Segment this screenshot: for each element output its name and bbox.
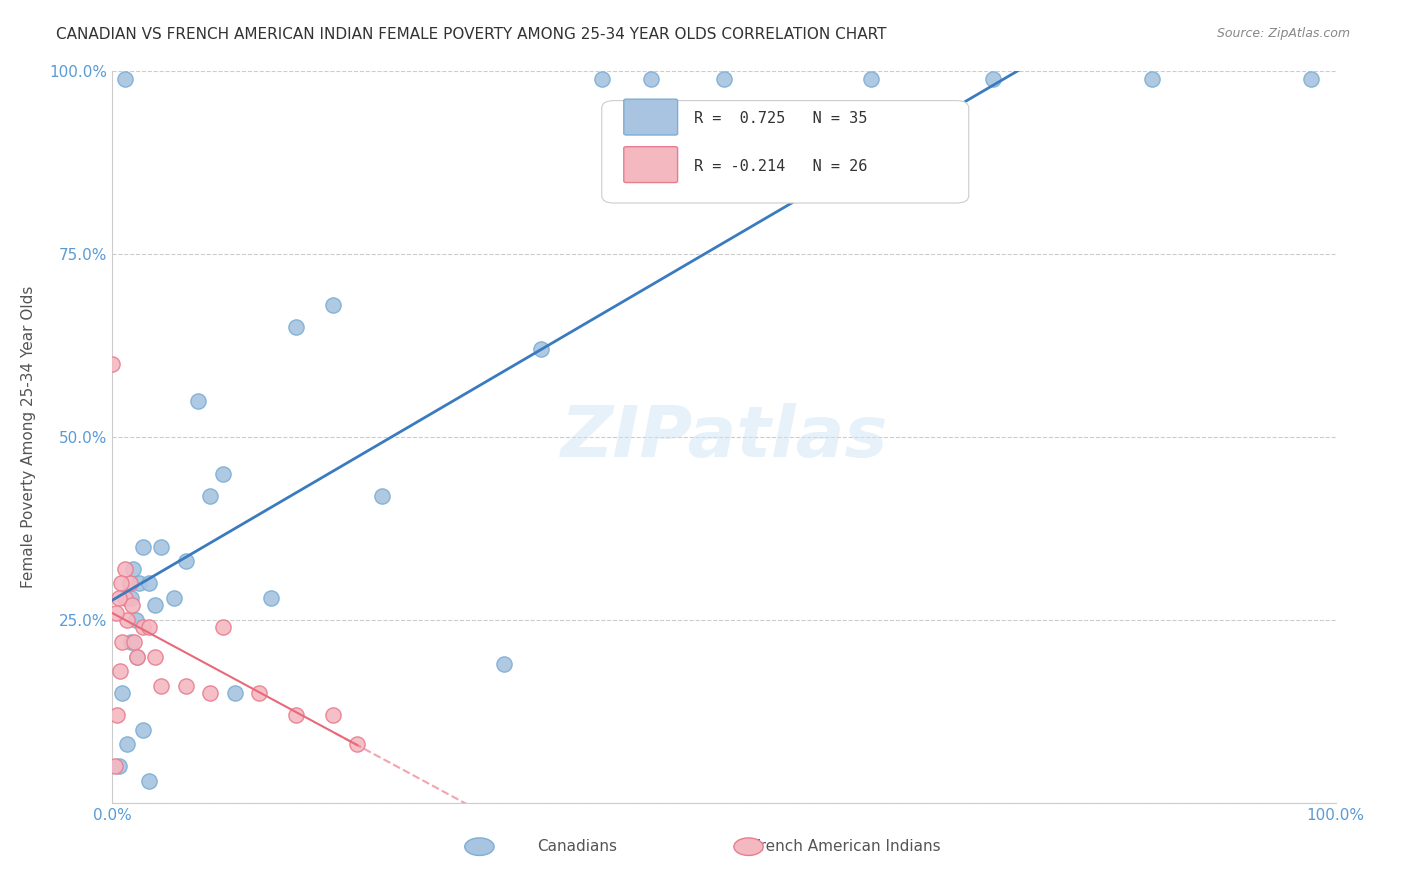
Point [150, 540, 173, 554]
Point [114, 71, 136, 86]
Circle shape [465, 838, 494, 855]
Text: Canadians: Canadians [537, 839, 617, 855]
Text: French American Indians: French American Indians [752, 839, 941, 855]
Point [107, 759, 129, 773]
Point [101, 357, 124, 371]
Point [138, 620, 160, 634]
Point [111, 686, 134, 700]
Point [114, 591, 136, 605]
Point [187, 393, 209, 408]
Point [120, 591, 142, 605]
Point [138, 576, 160, 591]
Y-axis label: Female Poverty Among 25-34 Year Olds: Female Poverty Among 25-34 Year Olds [21, 286, 35, 588]
Point [247, 686, 270, 700]
Point [122, 562, 145, 576]
Point [492, 657, 515, 671]
Point [115, 737, 138, 751]
Point [124, 635, 146, 649]
Point [284, 320, 308, 334]
Point [132, 540, 155, 554]
Point [105, 606, 128, 620]
Point [104, 759, 127, 773]
Point [121, 599, 143, 613]
Point [284, 708, 308, 723]
Point [174, 679, 197, 693]
Point [224, 686, 246, 700]
Point [260, 591, 283, 605]
Point [1142, 71, 1164, 86]
Point [174, 554, 197, 568]
Point [108, 664, 131, 678]
Point [981, 71, 1004, 86]
Point [640, 71, 662, 86]
Text: R = -0.214   N = 26: R = -0.214 N = 26 [693, 159, 868, 174]
Point [150, 679, 173, 693]
Text: CANADIAN VS FRENCH AMERICAN INDIAN FEMALE POVERTY AMONG 25-34 YEAR OLDS CORRELAT: CANADIAN VS FRENCH AMERICAN INDIAN FEMAL… [56, 27, 887, 42]
Point [346, 737, 368, 751]
Point [143, 599, 166, 613]
Text: Source: ZipAtlas.com: Source: ZipAtlas.com [1216, 27, 1350, 40]
Text: R =  0.725   N = 35: R = 0.725 N = 35 [693, 112, 868, 127]
Circle shape [734, 838, 763, 855]
Point [125, 649, 148, 664]
Point [1301, 71, 1323, 86]
Point [200, 686, 222, 700]
Point [138, 773, 160, 788]
Point [143, 649, 166, 664]
Point [125, 649, 148, 664]
Point [211, 620, 233, 634]
Point [163, 591, 186, 605]
Point [118, 576, 141, 591]
Point [322, 298, 344, 312]
Point [128, 576, 150, 591]
Point [120, 635, 142, 649]
Point [110, 576, 132, 591]
Point [125, 613, 148, 627]
Point [111, 635, 134, 649]
Point [211, 467, 233, 481]
Point [115, 613, 138, 627]
FancyBboxPatch shape [624, 146, 678, 183]
Point [859, 71, 882, 86]
Point [107, 591, 129, 605]
Point [713, 71, 735, 86]
Point [114, 562, 136, 576]
Point [591, 71, 613, 86]
FancyBboxPatch shape [624, 99, 678, 135]
Point [322, 708, 344, 723]
Point [132, 723, 155, 737]
Point [200, 489, 222, 503]
Text: ZIPatlas: ZIPatlas [561, 402, 887, 472]
Point [132, 620, 155, 634]
Point [370, 489, 392, 503]
FancyBboxPatch shape [602, 101, 969, 203]
Point [529, 343, 551, 357]
Point [105, 708, 128, 723]
